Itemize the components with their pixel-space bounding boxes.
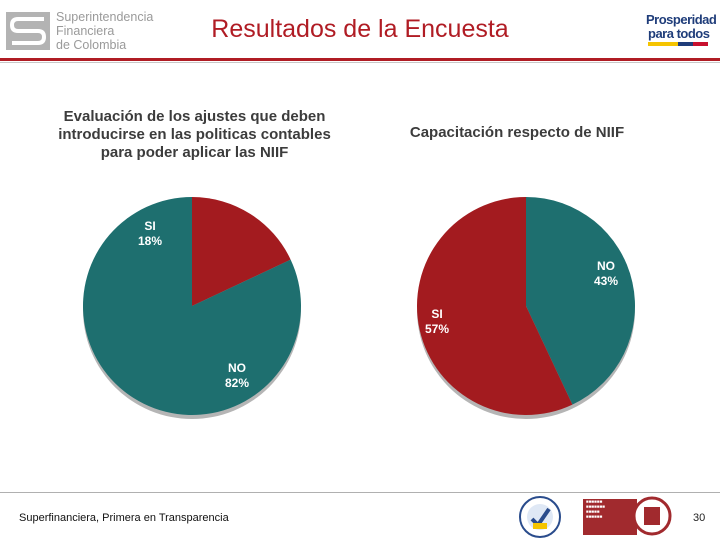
colombia-flag-icon [648, 42, 708, 46]
footer-tagline: Superfinanciera, Primera en Transparenci… [19, 512, 229, 524]
chart-1-title-line-2: introducirse en las politicas contables [58, 126, 331, 143]
sfc-logo-mark-icon [6, 12, 50, 50]
pie-2-label-no-name: NO [597, 259, 615, 273]
page-number: 30 [693, 512, 706, 524]
iso-certification-badge-icon: ■■■■■■ ■■■■■■■ ■■■■■ ■■■■■■ [583, 499, 637, 535]
chart-1-title-line-1: Evaluación de los ajustes que deben [63, 108, 326, 125]
pie-2-slice-si [416, 197, 573, 415]
bureau-veritas-seal-icon [632, 496, 672, 536]
pie-2-label-no-value: 43% [594, 274, 618, 288]
pie-1-label-no-value: 82% [225, 376, 249, 390]
prosperidad-line-2: para todos [648, 26, 710, 41]
chart-2-title-line-1: Capacitación respecto de NIIF [409, 124, 625, 141]
pie-1-label-si-value: 18% [138, 234, 162, 248]
pie-2-label-si-value: 57% [425, 322, 449, 336]
logo-line-1: Superintendencia [56, 10, 154, 24]
chart-1-title-line-3: para poder aplicar las NIIF [100, 144, 289, 161]
header-rule-red [0, 58, 720, 61]
pie-1-slice-si [192, 197, 291, 306]
sfc-logo-text: Superintendencia Financiera de Colombia [56, 10, 153, 52]
prosperidad-logo: Prosperidad para todos [646, 12, 717, 46]
sfc-logo: Superintendencia Financiera de Colombia [6, 10, 166, 54]
pie-1-label-si-name: SI [144, 219, 155, 233]
logo-line-3: de Colombia [56, 38, 127, 52]
chart-1-title: Evaluación de los ajustes que deben intr… [42, 108, 347, 162]
pie-2-label-si-name: SI [431, 307, 442, 321]
pie-1-slice-no [82, 197, 302, 415]
logo-line-2: Financiera [56, 24, 115, 38]
page-title: Resultados de la Encuesta [211, 15, 509, 43]
pie-2-slice-no [526, 197, 635, 405]
header-rule-gray [0, 62, 720, 63]
footer-rule [0, 492, 720, 493]
header: Superintendencia Financiera de Colombia … [0, 0, 720, 62]
chart-2-title: Capacitación respecto de NIIF [392, 124, 642, 142]
pie-1-label-no-name: NO [228, 361, 246, 375]
certification-seal-icon [519, 496, 561, 538]
prosperidad-line-1: Prosperidad [646, 12, 717, 27]
